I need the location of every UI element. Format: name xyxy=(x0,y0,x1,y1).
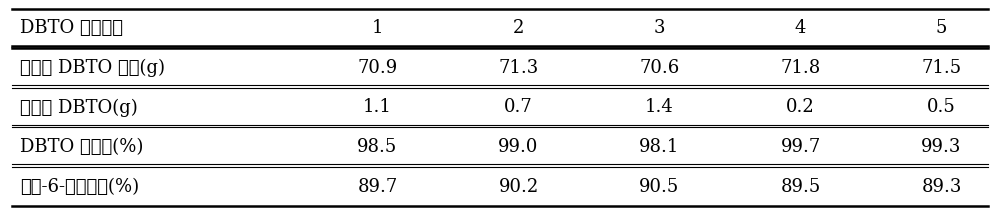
Text: 3: 3 xyxy=(654,19,665,37)
Text: 1: 1 xyxy=(372,19,383,37)
Text: 99.3: 99.3 xyxy=(921,138,962,156)
Text: 新加入 DBTO(g): 新加入 DBTO(g) xyxy=(20,98,138,117)
Text: 5: 5 xyxy=(936,19,947,37)
Text: 98.1: 98.1 xyxy=(639,138,680,156)
Text: 1.4: 1.4 xyxy=(645,98,674,117)
Text: 蔗糖-6-乙酯收率(%): 蔗糖-6-乙酯收率(%) xyxy=(20,178,139,196)
Text: 0.7: 0.7 xyxy=(504,98,533,117)
Text: 98.5: 98.5 xyxy=(357,138,398,156)
Text: 4: 4 xyxy=(795,19,806,37)
Text: 70.9: 70.9 xyxy=(357,59,398,77)
Text: 89.5: 89.5 xyxy=(780,178,821,196)
Text: 89.3: 89.3 xyxy=(921,178,962,196)
Text: 90.2: 90.2 xyxy=(498,178,539,196)
Text: 71.3: 71.3 xyxy=(498,59,539,77)
Text: 71.5: 71.5 xyxy=(921,59,962,77)
Text: 99.7: 99.7 xyxy=(780,138,821,156)
Text: DBTO 回收率(%): DBTO 回收率(%) xyxy=(20,138,143,156)
Text: DBTO 套用次数: DBTO 套用次数 xyxy=(20,19,123,37)
Text: 2: 2 xyxy=(513,19,524,37)
Text: 90.5: 90.5 xyxy=(639,178,680,196)
Text: 89.7: 89.7 xyxy=(357,178,398,196)
Text: 回收的 DBTO 重量(g): 回收的 DBTO 重量(g) xyxy=(20,59,165,77)
Text: 99.0: 99.0 xyxy=(498,138,539,156)
Text: 0.5: 0.5 xyxy=(927,98,956,117)
Text: 0.2: 0.2 xyxy=(786,98,815,117)
Text: 70.6: 70.6 xyxy=(639,59,680,77)
Text: 71.8: 71.8 xyxy=(780,59,821,77)
Text: 1.1: 1.1 xyxy=(363,98,392,117)
